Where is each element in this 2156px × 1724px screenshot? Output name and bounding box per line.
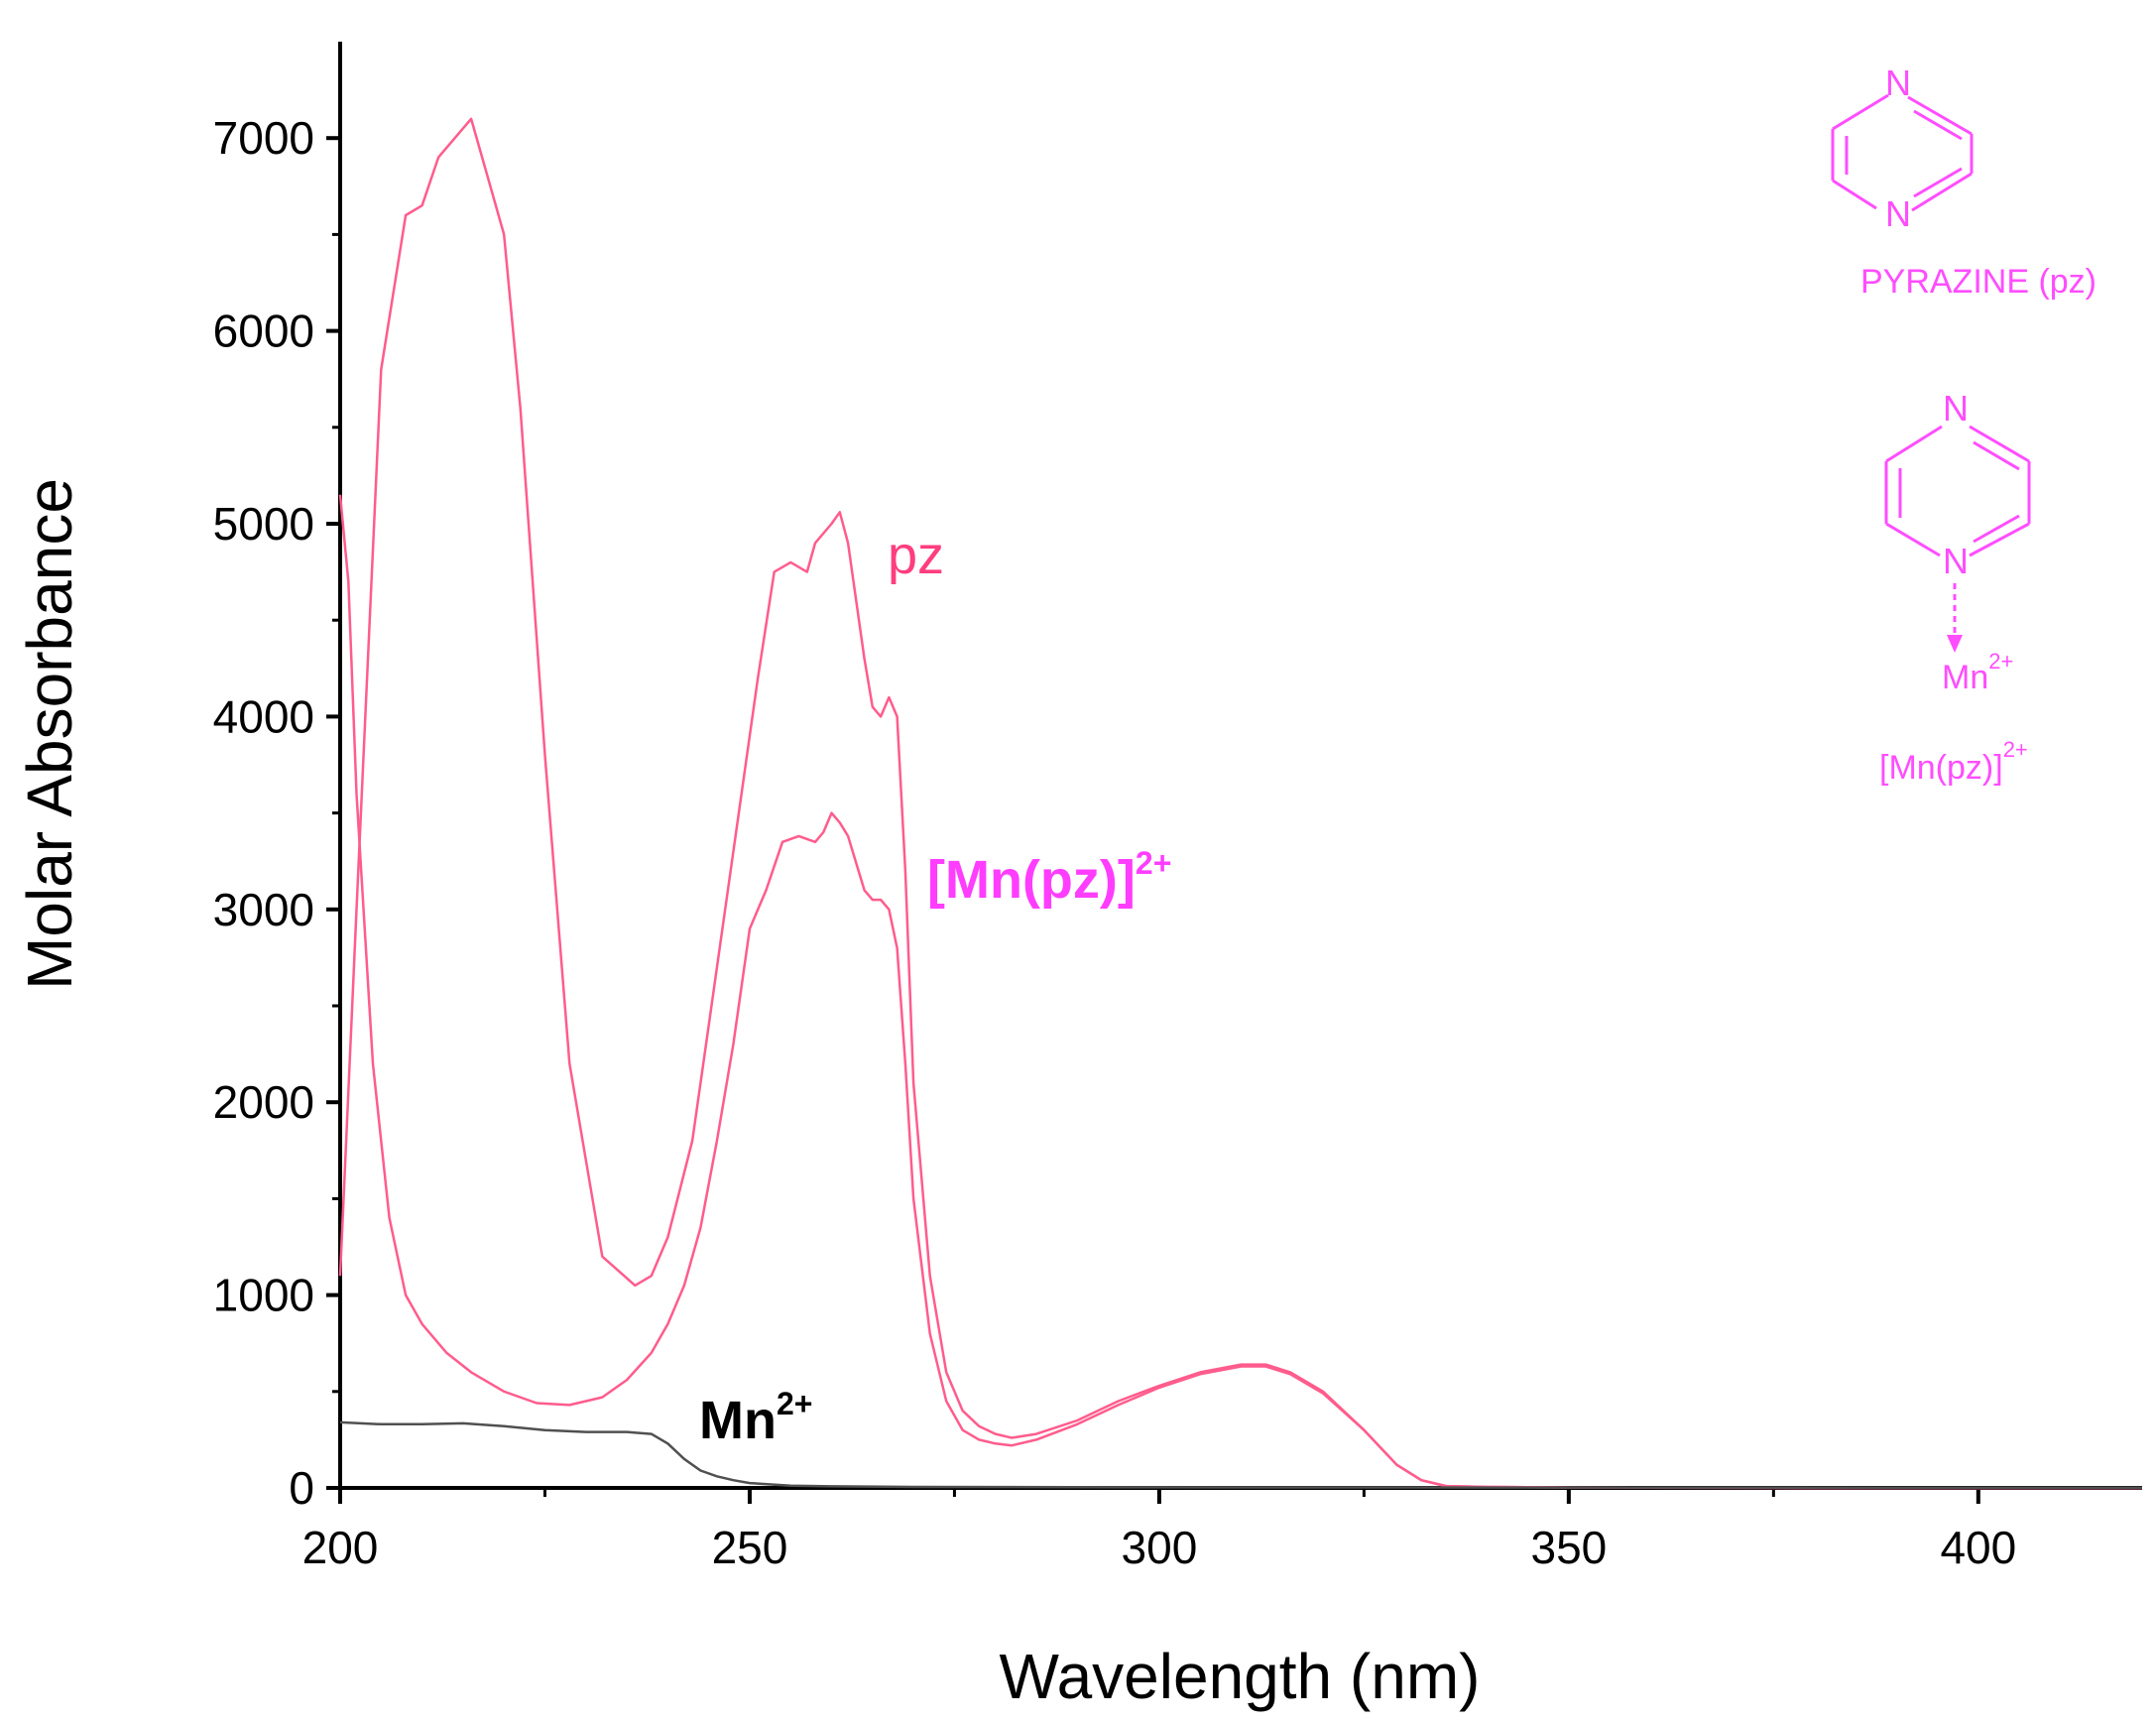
y-tick-label: 2000 — [213, 1076, 314, 1128]
series-label-mnpz-main: [Mn(pz)] — [927, 850, 1136, 910]
complex-metal-main: Mn — [1942, 659, 1988, 696]
series-label-mn: Mn2+ — [699, 1386, 812, 1450]
series-line-1 — [338, 494, 2142, 1490]
series-line-0 — [338, 117, 2142, 1490]
y-tick-label: 3000 — [213, 884, 314, 935]
x-ticks: 200 250 300 350 400 — [302, 1488, 2016, 1573]
pyrazine-ring-structure — [1831, 93, 1974, 212]
complex-metal-label: Mn2+ — [1942, 649, 2013, 696]
complex-metal-sup: 2+ — [1988, 649, 2013, 674]
y-ticks: 0 1000 2000 3000 4000 5000 6000 7000 — [213, 112, 340, 1514]
complex-n-top: N — [1943, 388, 1969, 429]
series-label-mnpz-sup: 2+ — [1136, 845, 1171, 881]
y-tick-label: 4000 — [213, 690, 314, 742]
x-tick-label: 400 — [1940, 1522, 2016, 1573]
series-label-mn-main: Mn — [699, 1391, 777, 1450]
x-tick-label: 200 — [302, 1522, 379, 1573]
series-layer — [338, 117, 2143, 1490]
complex-caption-sup: 2+ — [2003, 737, 2028, 762]
series-label-mnpz: [Mn(pz)]2+ — [927, 845, 1171, 910]
y-tick-label: 6000 — [213, 306, 314, 357]
x-tick-label: 350 — [1530, 1522, 1607, 1573]
inset-complex: N N Mn2+ [Mn(pz)]2+ — [1879, 388, 2031, 787]
inset-pyrazine: N N PYRAZINE (pz) — [1831, 62, 2096, 301]
x-tick-label: 300 — [1122, 1522, 1198, 1573]
x-axis-title: Wavelength (nm) — [1000, 1641, 1481, 1712]
pyrazine-n-bottom: N — [1885, 193, 1911, 234]
pyrazine-n-top: N — [1885, 62, 1911, 103]
series-label-pz: pz — [888, 526, 944, 585]
complex-ring-structure — [1884, 425, 2031, 643]
y-tick-label: 1000 — [213, 1270, 314, 1321]
complex-caption: [Mn(pz)]2+ — [1879, 737, 2028, 787]
y-tick-label: 7000 — [213, 112, 314, 164]
coordination-arrow-icon — [1947, 635, 1963, 653]
y-tick-label: 0 — [289, 1462, 314, 1514]
series-label-mn-sup: 2+ — [777, 1386, 812, 1421]
y-axis-title: Molar Absorbance — [14, 478, 85, 990]
x-tick-label: 250 — [712, 1522, 788, 1573]
pyrazine-caption: PYRAZINE (pz) — [1860, 263, 2096, 301]
series-line-2 — [339, 1420, 2143, 1490]
y-tick-label: 5000 — [213, 498, 314, 550]
complex-caption-main: [Mn(pz)] — [1879, 749, 2003, 787]
complex-n-bottom: N — [1943, 541, 1969, 581]
